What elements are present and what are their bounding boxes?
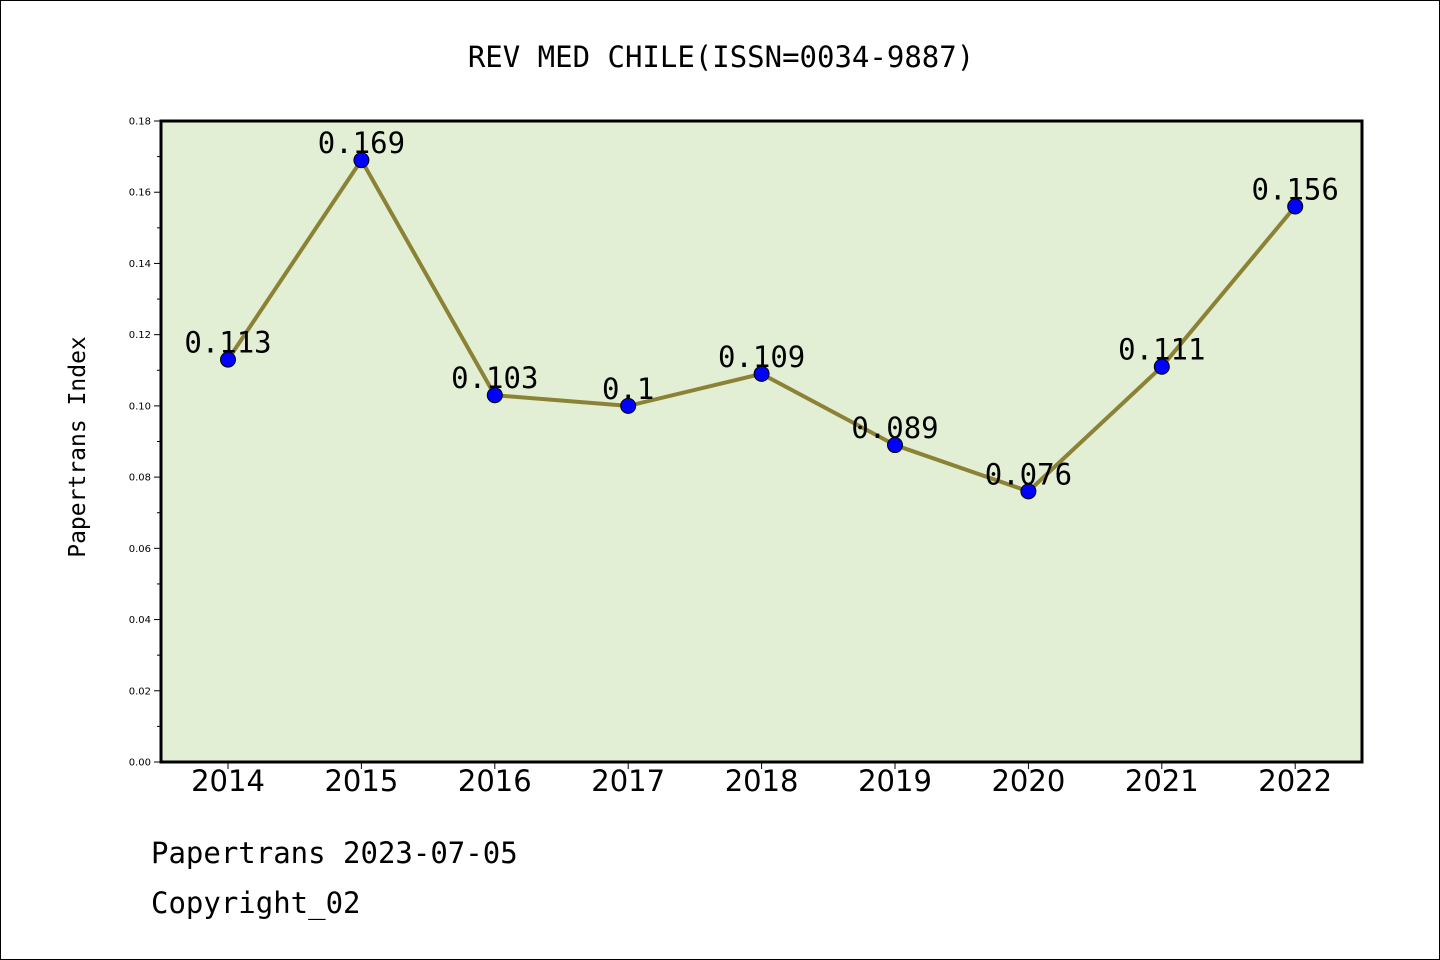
x-tick-label: 2020 — [991, 764, 1065, 798]
y-tick-label: 0.10 — [129, 401, 151, 412]
data-point — [753, 365, 770, 382]
chart-title: REV MED CHILE(ISSN=0034-9887) — [468, 40, 974, 74]
y-tick-label: 0.12 — [129, 330, 151, 341]
y-axis: 0.00 0.02 0.04 0.06 0.08 0.10 0.12 0.14 0.16 0.18 — [129, 117, 161, 769]
data-point — [1287, 198, 1304, 215]
y-tick-label: 0.16 — [129, 188, 151, 199]
data-label: 0.103 — [451, 361, 538, 395]
data-label: 0.109 — [718, 340, 805, 374]
x-tick-label: 2018 — [725, 764, 799, 798]
y-tick-label: 0.08 — [129, 473, 151, 484]
y-axis-label: Papertrans Index — [65, 336, 91, 558]
y-tick-label: 0.14 — [129, 259, 151, 270]
data-point — [353, 152, 370, 169]
y-tick-label: 0.18 — [129, 117, 151, 128]
data-label: 0.111 — [1118, 333, 1205, 367]
plot-frame — [159, 119, 1364, 764]
x-tick-label: 2016 — [458, 764, 532, 798]
footer-copyright: Copyright_02 — [151, 886, 361, 920]
footer-date: Papertrans 2023-07-05 — [151, 836, 518, 870]
x-tick-label: 2019 — [858, 764, 932, 798]
data-point — [620, 397, 637, 414]
data-point — [887, 437, 903, 454]
x-tick-label: 2015 — [324, 764, 398, 798]
series-layer: 0.113 0.169 0.103 0.1 0.109 0.089 0.076 0.111 0.… — [184, 126, 1339, 500]
y-tick-label: 0.00 — [129, 758, 151, 769]
data-label: 0.1 — [602, 372, 654, 406]
plot-area — [161, 121, 1362, 762]
data-label: 0.076 — [985, 457, 1072, 491]
x-tick-label: 2021 — [1125, 764, 1199, 798]
data-label: 0.169 — [318, 126, 405, 160]
data-point — [220, 351, 236, 368]
x-tick-label: 2022 — [1258, 764, 1332, 798]
x-axis: 2014 2015 2016 2017 2018 2019 2020 2021 2022 — [191, 762, 1332, 798]
x-tick-label: 2014 — [191, 764, 265, 798]
y-tick-label: 0.02 — [129, 686, 151, 697]
y-tick-label: 0.06 — [129, 544, 151, 555]
x-tick-label: 2017 — [591, 764, 665, 798]
data-point — [1153, 358, 1170, 375]
y-tick-label: 0.04 — [129, 615, 151, 626]
data-label: 0.156 — [1252, 172, 1339, 206]
data-point — [486, 387, 503, 404]
data-point — [1020, 483, 1037, 500]
data-label: 0.113 — [184, 326, 271, 360]
data-label: 0.089 — [851, 411, 938, 445]
